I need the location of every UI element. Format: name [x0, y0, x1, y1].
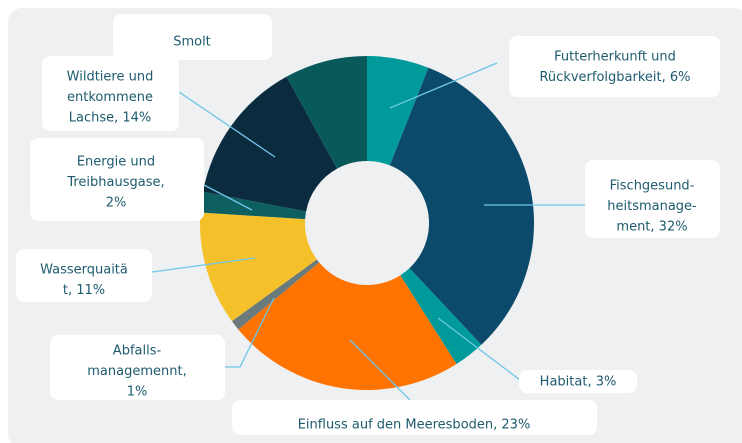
- data-label: Rückverfolgbarkeit, 6%: [539, 70, 690, 85]
- slice: [286, 56, 367, 169]
- slice: [202, 76, 338, 212]
- data-label: 2%: [106, 196, 127, 211]
- leader-line: [178, 91, 276, 158]
- data-label: ment, 32%: [616, 220, 687, 235]
- data-label: managemennt,: [87, 364, 186, 379]
- data-label: Fischgesund-: [610, 179, 695, 194]
- label-box: [16, 249, 152, 302]
- label-box: [509, 36, 720, 97]
- data-label: Energie und: [77, 155, 155, 170]
- label-box: [585, 160, 720, 238]
- label-box: [42, 56, 179, 131]
- data-label: t, 11%: [63, 283, 105, 298]
- leader-line: [349, 339, 411, 401]
- label-box: [113, 14, 272, 60]
- data-label: Einfluss auf den Meeresboden, 23%: [298, 418, 531, 433]
- data-label: Lachse, 14%: [69, 111, 152, 126]
- data-label: Futterherkunft und: [554, 50, 676, 65]
- slice: [400, 268, 482, 365]
- data-label: Treibhausgase,: [66, 175, 164, 190]
- slice: [389, 67, 535, 345]
- data-label: Smolt: [173, 35, 211, 50]
- data-label: Habitat, 3%: [540, 375, 617, 390]
- label-box: [50, 335, 225, 400]
- label-box: [30, 138, 204, 221]
- leader-line: [225, 297, 275, 368]
- leader-line: [389, 62, 498, 109]
- data-label: 1%: [127, 385, 148, 400]
- slice: [367, 56, 429, 166]
- leader-line: [203, 184, 253, 211]
- slice: [231, 259, 320, 330]
- label-box: [519, 370, 637, 393]
- leader-line: [151, 257, 256, 273]
- slice: [238, 262, 457, 391]
- background: [8, 8, 742, 443]
- data-label: entkommene: [67, 90, 153, 105]
- slice: [200, 212, 317, 322]
- leader-line: [437, 317, 521, 381]
- data-label: Abfalls-: [113, 344, 162, 359]
- label-box: [232, 400, 597, 435]
- data-label: heitsmanage-: [607, 199, 697, 214]
- slice: [200, 191, 307, 220]
- data-label: Wasserquaitä: [40, 263, 128, 278]
- data-label: Wildtiere und: [67, 70, 154, 85]
